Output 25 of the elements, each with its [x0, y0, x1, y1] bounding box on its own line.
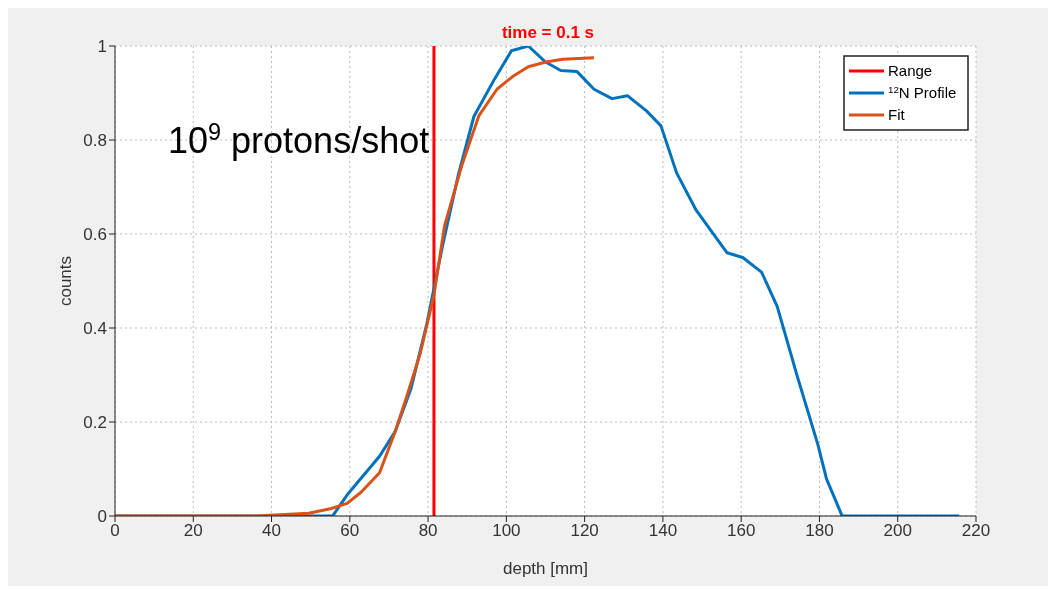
- x-axis-title: depth [mm]: [502, 559, 589, 578]
- x-tick-label: 200: [883, 521, 912, 541]
- y-tick-label: 0: [97, 507, 107, 527]
- legend-label: $^{12}$N Profile: [888, 83, 957, 101]
- y-tick-label: 1: [97, 37, 107, 57]
- y-tick-label: 0.6: [83, 225, 107, 245]
- x-tick-label: 0: [110, 521, 120, 541]
- x-tick-label: 160: [726, 521, 756, 541]
- y-tick-label: 0.8: [83, 131, 107, 151]
- x-tick-label: 100: [492, 521, 521, 541]
- legend-label: Fit: [888, 106, 906, 123]
- x-tick-label: 120: [570, 521, 599, 541]
- y-axis-title: counts: [56, 255, 76, 307]
- annotation: 10$^{9}$ protons/shot: [168, 119, 430, 161]
- x-tick-label: 180: [805, 521, 834, 541]
- chart-title: time = 0.1 s: [501, 23, 595, 42]
- y-tick-label: 0.2: [83, 413, 107, 433]
- x-tick-label: 220: [961, 521, 991, 541]
- x-tick-label: 140: [648, 521, 678, 541]
- x-tick-label: 80: [418, 521, 438, 541]
- y-tick-label: 0.4: [83, 319, 107, 339]
- legend-label: Range: [888, 62, 933, 79]
- x-tick-label: 20: [183, 521, 203, 541]
- x-tick-label: 60: [340, 521, 360, 541]
- x-tick-label: 40: [262, 521, 282, 541]
